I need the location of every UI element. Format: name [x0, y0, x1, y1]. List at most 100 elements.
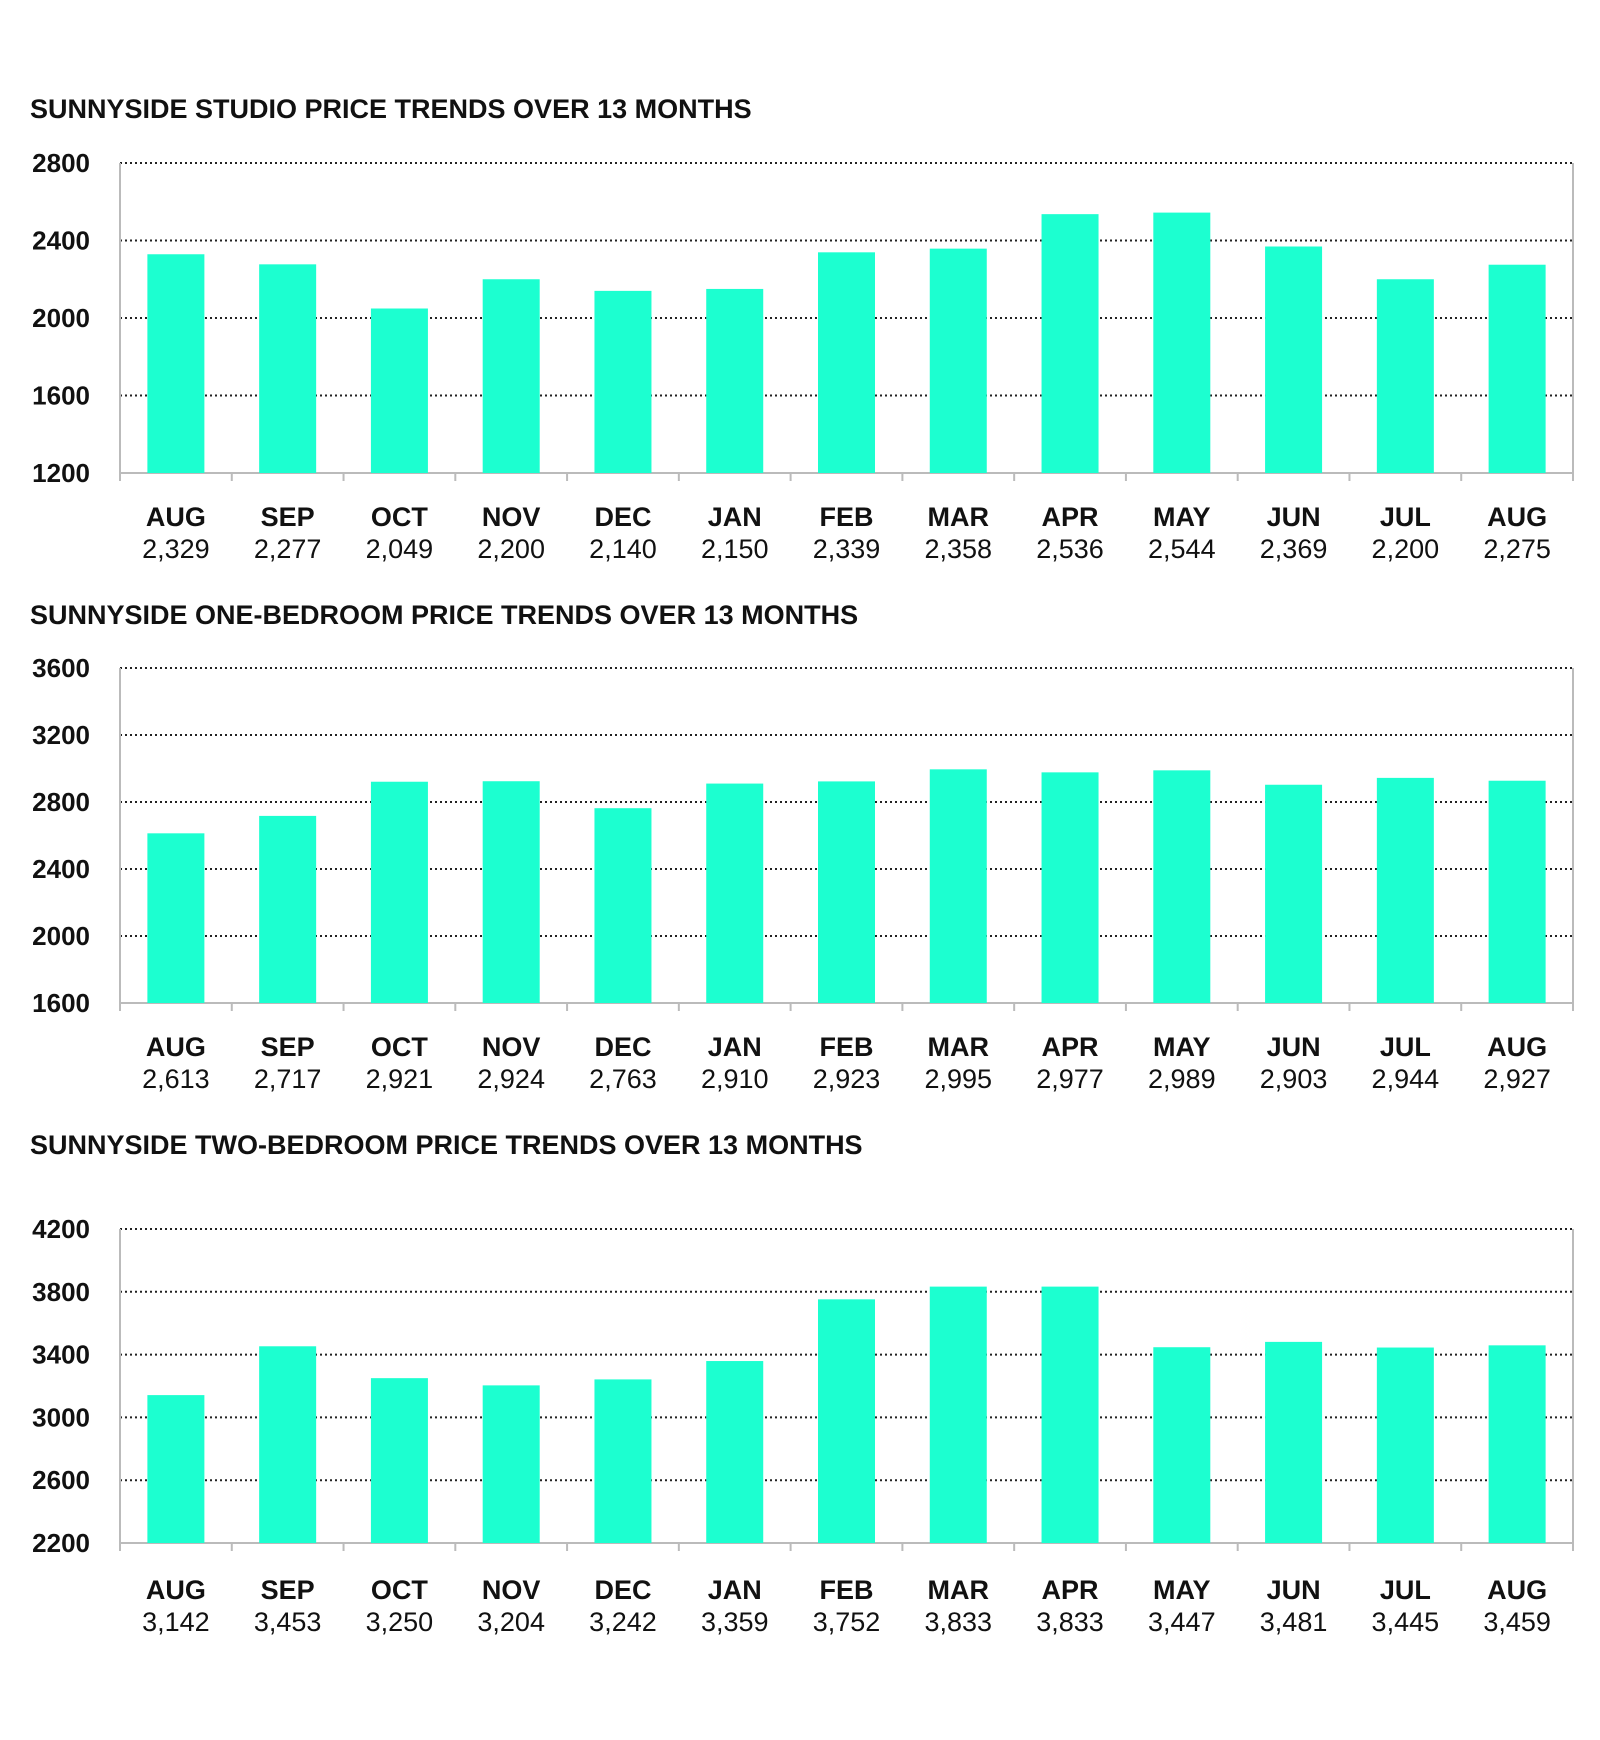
one-bedroom-price-chart: 160020002400280032003600AUG2,613SEP2,717…: [32, 653, 1574, 1094]
category-label: DEC: [594, 502, 651, 532]
category-label: JUN: [1267, 502, 1321, 532]
bar: [1153, 770, 1211, 1003]
bar: [259, 815, 317, 1003]
category-label: MAY: [1153, 502, 1211, 532]
value-label: 2,140: [589, 534, 657, 564]
value-label: 3,481: [1260, 1607, 1328, 1637]
category-label: DEC: [594, 1575, 651, 1605]
bar: [482, 781, 540, 1003]
bar: [482, 279, 540, 473]
value-label: 2,339: [813, 534, 881, 564]
value-label: 3,250: [366, 1607, 434, 1637]
category-label: MAR: [928, 1575, 990, 1605]
category-label: OCT: [371, 502, 429, 532]
bar: [482, 1385, 540, 1543]
bar: [1153, 1347, 1211, 1543]
value-label: 3,459: [1483, 1607, 1551, 1637]
y-tick-label: 3000: [32, 1402, 90, 1432]
category-label: FEB: [820, 502, 874, 532]
bar: [594, 808, 652, 1003]
bar: [929, 248, 987, 473]
bar: [706, 783, 764, 1003]
y-tick-label: 2800: [32, 148, 90, 178]
category-label: MAY: [1153, 1575, 1211, 1605]
bar: [147, 254, 205, 473]
bar: [818, 1299, 875, 1543]
category-label: MAY: [1153, 1032, 1211, 1062]
value-label: 3,142: [142, 1607, 210, 1637]
y-tick-label: 3600: [32, 653, 90, 683]
category-label: OCT: [371, 1032, 429, 1062]
chart-title: SUNNYSIDE STUDIO PRICE TRENDS OVER 13 MO…: [30, 94, 752, 124]
value-label: 2,924: [477, 1064, 545, 1094]
category-label: JAN: [708, 502, 762, 532]
category-label: APR: [1042, 1032, 1099, 1062]
bar: [594, 1379, 652, 1543]
chart-title: SUNNYSIDE TWO-BEDROOM PRICE TRENDS OVER …: [30, 1130, 863, 1160]
category-label: JAN: [708, 1032, 762, 1062]
y-tick-label: 2400: [32, 226, 90, 256]
value-label: 3,833: [924, 1607, 992, 1637]
value-label: 3,447: [1148, 1607, 1216, 1637]
category-label: AUG: [1487, 502, 1547, 532]
bar: [929, 769, 987, 1003]
value-label: 3,752: [813, 1607, 881, 1637]
category-label: JAN: [708, 1575, 762, 1605]
category-label: DEC: [594, 1032, 651, 1062]
two-bedroom-price-chart: 220026003000340038004200AUG3,142SEP3,453…: [32, 1214, 1574, 1637]
y-tick-label: 1200: [32, 458, 90, 488]
category-label: SEP: [261, 1575, 315, 1605]
value-label: 2,944: [1372, 1064, 1440, 1094]
value-label: 2,536: [1036, 534, 1104, 564]
value-label: 2,977: [1036, 1064, 1104, 1094]
bar: [370, 781, 428, 1003]
bar: [259, 264, 317, 473]
category-label: SEP: [261, 1032, 315, 1062]
value-label: 3,833: [1036, 1607, 1104, 1637]
category-label: AUG: [146, 502, 206, 532]
y-tick-label: 2600: [32, 1465, 90, 1495]
bar: [818, 252, 875, 473]
value-label: 2,150: [701, 534, 769, 564]
bar: [818, 781, 875, 1003]
value-label: 2,358: [924, 534, 992, 564]
bar: [1376, 1347, 1434, 1543]
value-label: 2,613: [142, 1064, 210, 1094]
category-label: NOV: [482, 502, 541, 532]
value-label: 2,927: [1483, 1064, 1551, 1094]
value-label: 2,277: [254, 534, 322, 564]
bar: [370, 1378, 428, 1543]
value-label: 3,359: [701, 1607, 769, 1637]
value-label: 2,200: [477, 534, 545, 564]
studio-chart-panel: SUNNYSIDE STUDIO PRICE TRENDS OVER 13 MO…: [0, 0, 1600, 580]
bar: [1041, 1286, 1099, 1543]
two-bedroom-chart-panel: SUNNYSIDE TWO-BEDROOM PRICE TRENDS OVER …: [30, 1130, 1574, 1637]
y-tick-label: 2400: [32, 854, 90, 884]
bar: [1265, 1341, 1323, 1543]
y-tick-label: 2000: [32, 921, 90, 951]
category-label: APR: [1042, 1575, 1099, 1605]
value-label: 3,453: [254, 1607, 322, 1637]
value-label: 2,989: [1148, 1064, 1216, 1094]
category-label: AUG: [146, 1032, 206, 1062]
category-label: JUL: [1380, 1575, 1431, 1605]
value-label: 2,329: [142, 534, 210, 564]
category-label: AUG: [1487, 1575, 1547, 1605]
category-label: JUN: [1267, 1575, 1321, 1605]
y-tick-label: 3200: [32, 720, 90, 750]
y-tick-label: 3400: [32, 1340, 90, 1370]
y-tick-label: 2000: [32, 303, 90, 333]
value-label: 2,763: [589, 1064, 657, 1094]
bar: [1488, 264, 1546, 473]
bar: [1265, 784, 1323, 1003]
category-label: MAR: [928, 1032, 990, 1062]
bar: [1153, 212, 1211, 473]
y-tick-label: 2200: [32, 1528, 90, 1558]
bar: [1376, 279, 1434, 473]
category-label: FEB: [820, 1575, 874, 1605]
y-tick-label: 4200: [32, 1214, 90, 1244]
category-label: SEP: [261, 502, 315, 532]
category-label: APR: [1042, 502, 1099, 532]
bar: [1488, 1345, 1546, 1543]
value-label: 2,275: [1483, 534, 1551, 564]
